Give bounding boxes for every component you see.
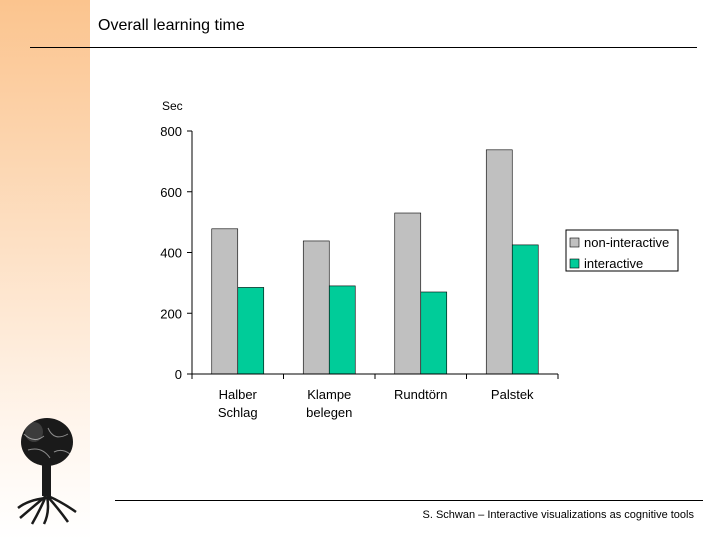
chart-legend: non-interactive interactive — [565, 229, 679, 272]
bar-non-interactive — [302, 240, 330, 375]
x-category-label: Klampe belegen — [306, 387, 352, 420]
bar-interactive — [420, 291, 448, 375]
y-tick-label: 600 — [160, 185, 182, 200]
y-tick-label: 800 — [160, 124, 182, 139]
y-axis-label: Sec — [162, 99, 183, 113]
bar-non-interactive — [211, 228, 239, 375]
legend-swatch — [569, 237, 580, 248]
x-category-label: Palstek — [491, 387, 534, 402]
legend-box — [565, 229, 679, 272]
bar-interactive — [237, 287, 265, 375]
y-tick-label: 0 — [175, 367, 182, 382]
bar-non-interactive — [394, 212, 422, 375]
footer-citation: S. Schwan – Interactive visualizations a… — [422, 509, 694, 521]
title-divider — [30, 47, 697, 48]
tree-logo-icon — [14, 414, 80, 526]
bar-interactive — [511, 244, 539, 375]
x-category-label: Halber Schlag — [218, 387, 258, 420]
x-category-label: Rundtörn — [394, 387, 447, 402]
legend-label: interactive — [584, 256, 643, 271]
slide-title: Overall learning time — [98, 17, 245, 34]
y-tick-label: 400 — [160, 246, 182, 261]
footer-divider — [115, 500, 703, 501]
bar-non-interactive — [485, 149, 513, 375]
bar-interactive — [328, 285, 356, 375]
legend-label: non-interactive — [584, 235, 669, 250]
legend-swatch — [569, 258, 580, 269]
y-tick-label: 200 — [160, 306, 182, 321]
